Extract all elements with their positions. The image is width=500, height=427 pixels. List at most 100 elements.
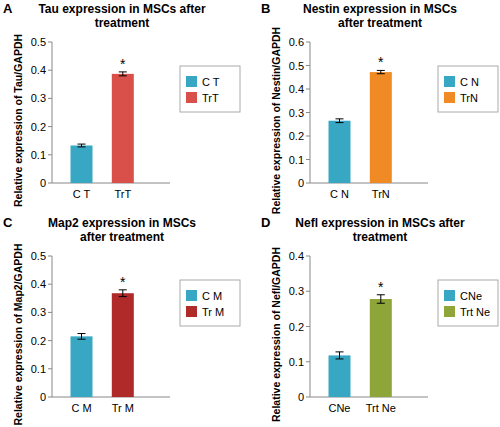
legend: C NTrN: [438, 66, 498, 112]
marks: [71, 72, 134, 183]
y-axis: [52, 42, 53, 183]
x-axis: [310, 397, 428, 398]
x-tick-label: C T: [73, 188, 91, 200]
y-tick: [48, 284, 52, 285]
y-tick: [48, 397, 52, 398]
error-cap: [78, 333, 86, 334]
legend-swatch: [186, 92, 197, 103]
y-tick: [48, 256, 52, 257]
y-tick-label: 0.3: [31, 306, 46, 318]
legend-box: [180, 66, 240, 112]
title: Nestin expression in MSCs: [303, 2, 457, 16]
y-axis: [310, 256, 311, 397]
y-tick: [306, 397, 310, 398]
error-cap: [377, 73, 385, 74]
y-tick: [306, 42, 310, 43]
legend-box: [438, 66, 498, 112]
legend-box: [438, 280, 498, 326]
title: after treatment: [80, 230, 164, 244]
error-bar: [119, 72, 127, 76]
error-cap: [377, 303, 385, 304]
x-tick-label: TrT: [114, 188, 131, 200]
y-tick-label: 0.1: [289, 356, 304, 368]
legend-label: Tr M: [202, 306, 224, 318]
legend-label: CNe: [460, 290, 482, 302]
legend-swatch: [186, 76, 197, 87]
legend-label: TrT: [202, 92, 219, 104]
title: Tau expression in MSCs after: [38, 2, 205, 16]
legend-label: Trt Ne: [460, 306, 490, 318]
marks: [71, 290, 134, 397]
legend-swatch: [444, 92, 455, 103]
legend-box: [180, 280, 240, 326]
y-tick-label: 0: [298, 391, 304, 403]
marks: [329, 70, 392, 183]
y-tick-label: 0.2: [289, 321, 304, 333]
annotation: *: [120, 274, 126, 290]
error-cap: [336, 351, 344, 352]
legend-swatch: [444, 290, 455, 301]
y-tick-label: 0.2: [31, 121, 46, 133]
legend-swatch: [186, 306, 197, 317]
y-axis-label: Relative expression of Nestin/GAPDH: [270, 27, 282, 214]
y-tick-label: 0.4: [289, 250, 304, 262]
y-tick: [306, 159, 310, 160]
y-tick: [48, 312, 52, 313]
y-axis-label: Relative expression of Map2/GAPDH: [12, 243, 24, 425]
legend: C TTrT: [180, 66, 240, 112]
x-tick-label: TrN: [372, 188, 390, 200]
bar: [329, 355, 351, 397]
error-bar: [78, 334, 86, 340]
x-axis: [52, 183, 170, 184]
y-tick: [306, 89, 310, 90]
y-tick-label: 0.6: [289, 36, 304, 48]
y-tick-label: 0.4: [31, 64, 46, 76]
panel: DNefl expression in MSCs aftertreatmentR…: [261, 215, 498, 422]
legend-label: C N: [460, 76, 479, 88]
panel: CMap2 expression in MSCsafter treatmentR…: [3, 215, 240, 426]
y-tick-label: 0.1: [289, 154, 304, 166]
error-bar: [119, 290, 127, 297]
bar: [329, 121, 351, 183]
title: treatment: [353, 230, 408, 244]
error-bar: [336, 119, 344, 123]
y-tick-label: 0.4: [289, 83, 304, 95]
y-tick-label: 0.1: [31, 363, 46, 375]
figure: A Tau expression in MSCs after treatment Re…: [0, 0, 500, 427]
legend-swatch: [444, 76, 455, 87]
y-tick-label: 0.2: [31, 335, 46, 347]
y-tick-label: 0.2: [289, 130, 304, 142]
y-tick: [48, 340, 52, 341]
annotation: *: [378, 279, 384, 295]
y-tick: [48, 98, 52, 99]
error-bar: [336, 352, 344, 359]
panel-letter: A: [3, 1, 13, 16]
bar: [71, 145, 93, 183]
error-cap: [119, 296, 127, 297]
bar: [370, 72, 392, 183]
y-tick-label: 0.3: [289, 107, 304, 119]
error-cap: [78, 144, 86, 145]
legend: C MTr M: [180, 280, 240, 326]
error-cap: [78, 146, 86, 147]
legend: CNe Trt Ne: [438, 280, 498, 326]
y-tick: [306, 361, 310, 362]
error-bar: [377, 70, 385, 73]
error-stem: [81, 334, 82, 340]
y-tick-label: 0: [40, 177, 46, 189]
x-tick-label: Tr M: [112, 402, 134, 414]
y-tick: [306, 65, 310, 66]
x-tick-label: C N: [330, 188, 349, 200]
y-tick: [306, 291, 310, 292]
y-tick-label: 0.3: [31, 92, 46, 104]
y-axis-label: Relative expression of Nefl/GAPDH: [270, 247, 282, 422]
bar: [112, 293, 134, 397]
y-tick-label: 0: [298, 177, 304, 189]
x-tick-label: Trt Ne: [366, 402, 396, 414]
error-stem: [122, 72, 123, 76]
legend-swatch: [444, 306, 455, 317]
annotation: *: [120, 56, 126, 72]
panel-letter: B: [261, 1, 270, 16]
panel-letter: C: [3, 215, 13, 230]
error-cap: [336, 122, 344, 123]
